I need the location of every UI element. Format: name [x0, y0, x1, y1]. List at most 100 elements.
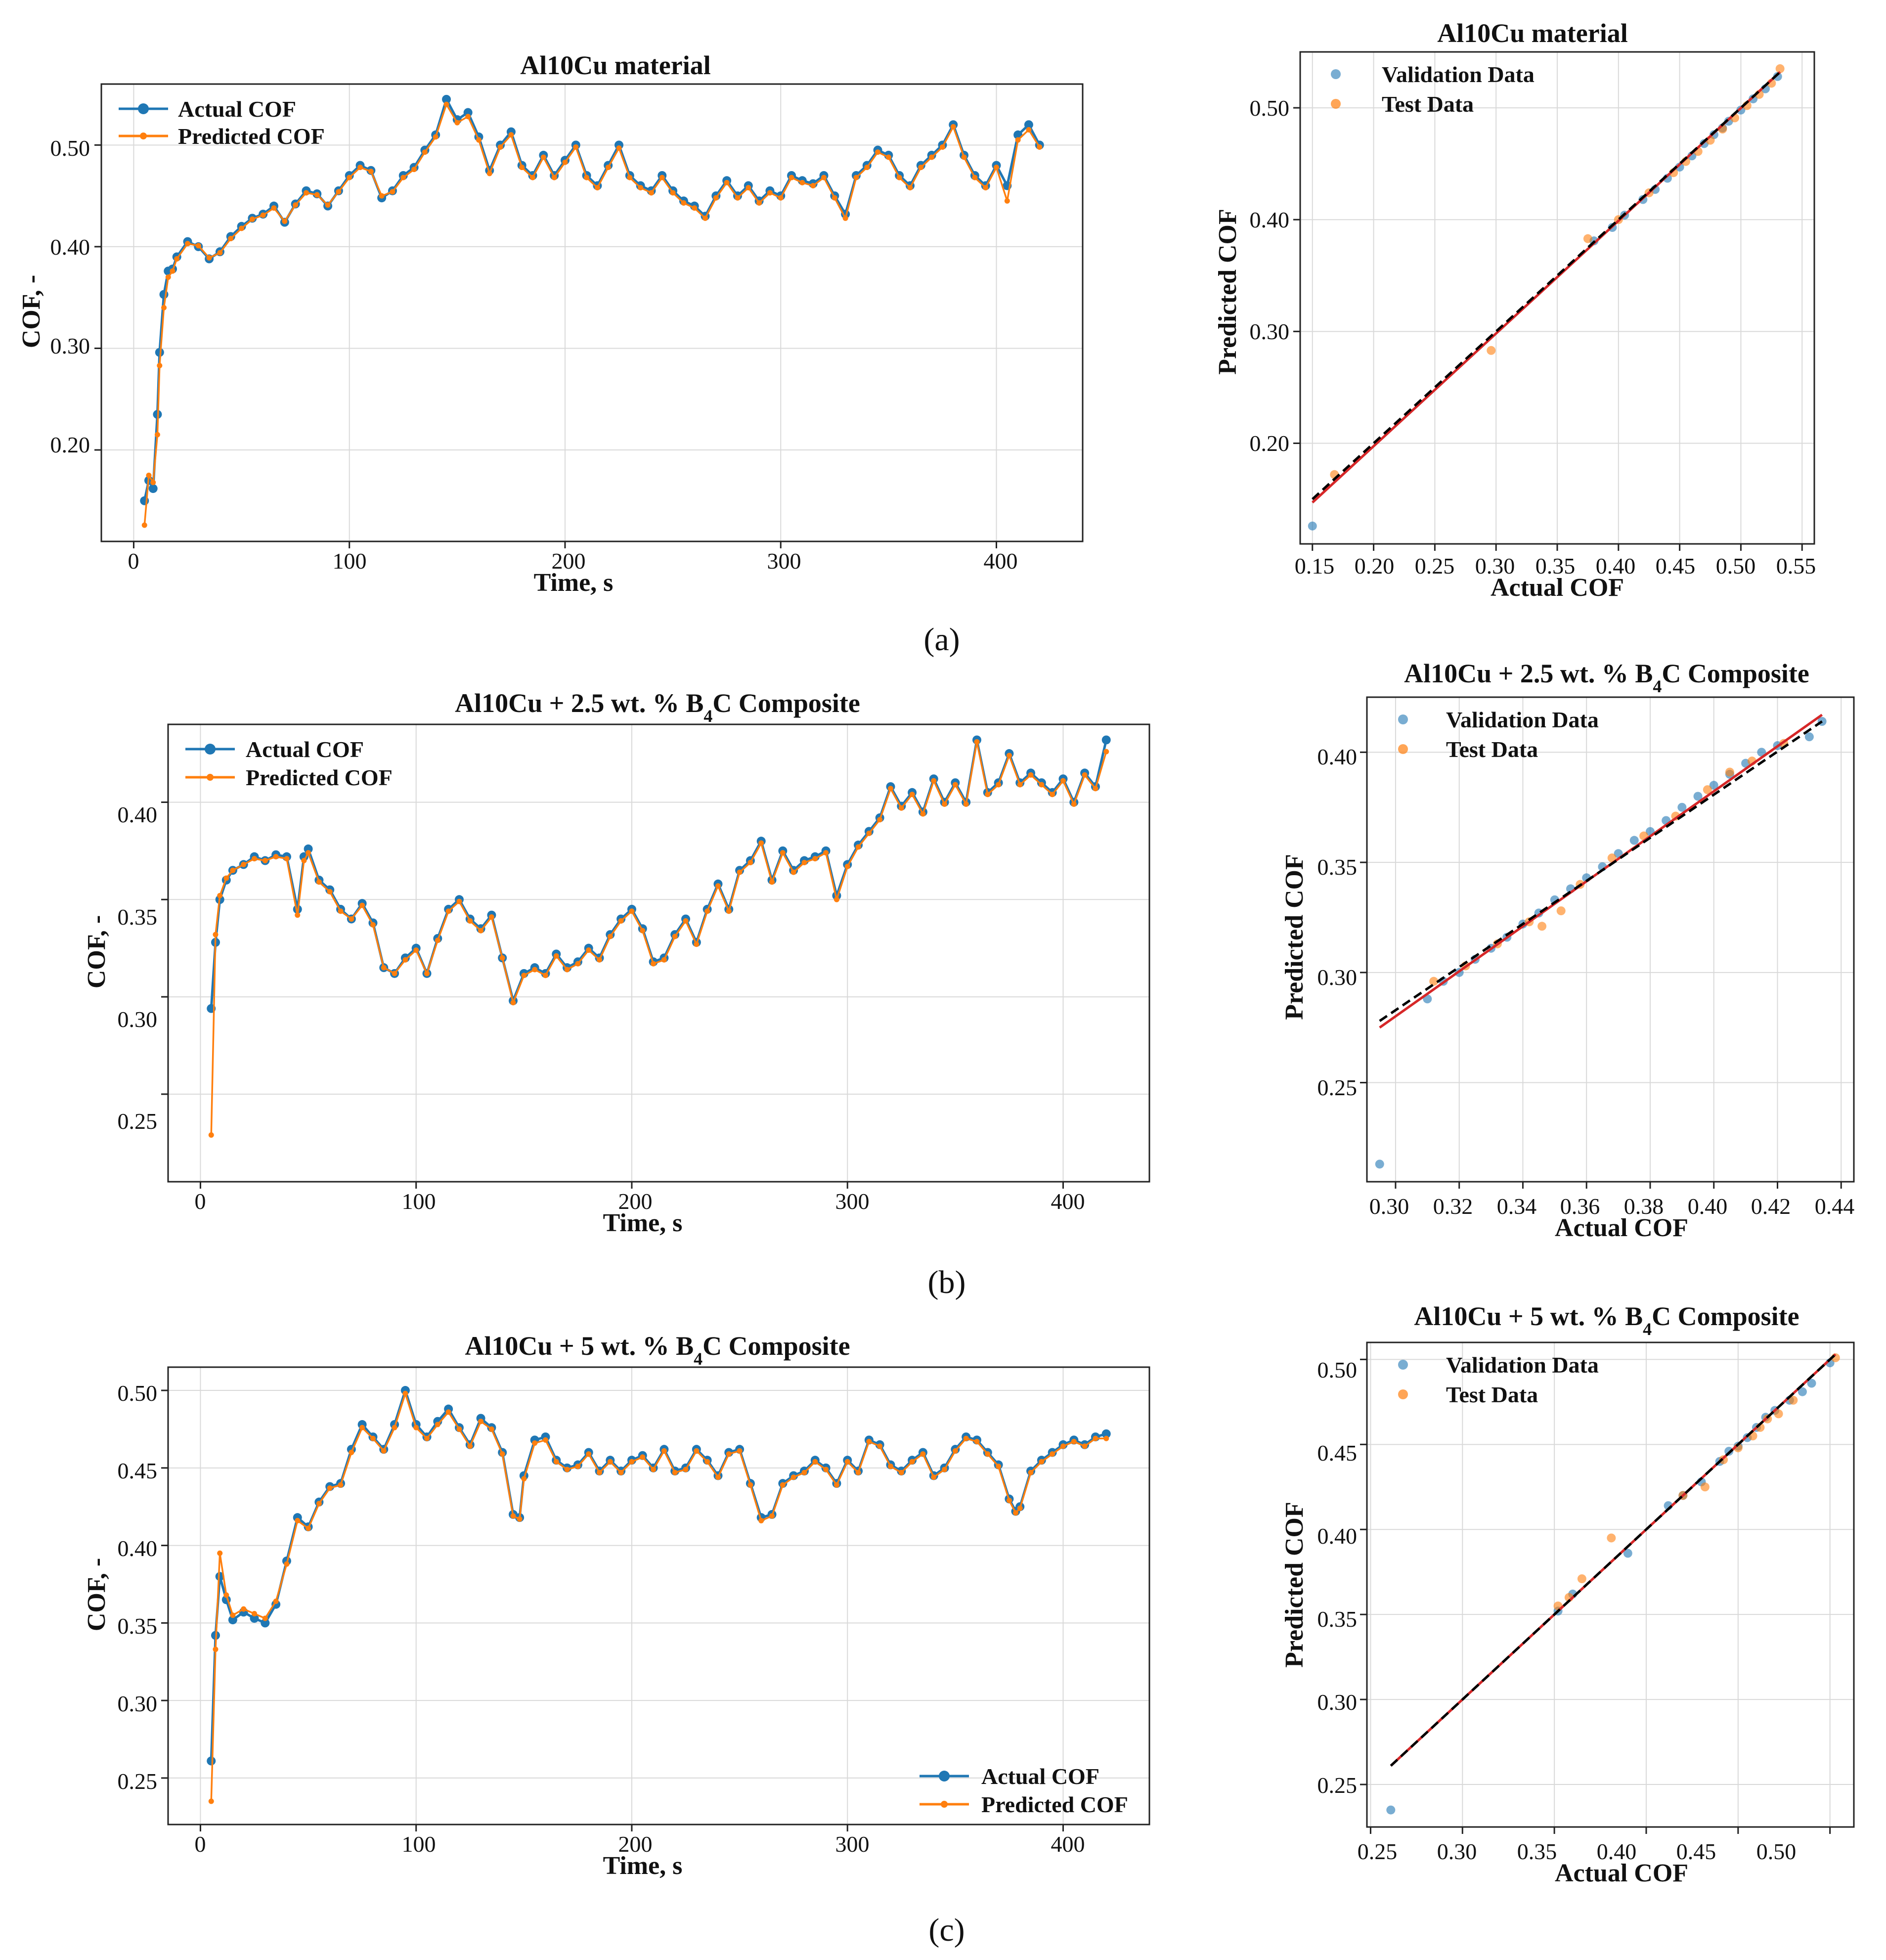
legend-scatter-a: Validation Data Test Data	[1331, 62, 1535, 117]
predicted-cof-point	[985, 1451, 991, 1457]
predicted-cof-point	[370, 922, 376, 928]
y-tick-label: 0.40	[118, 802, 158, 827]
predicted-cof-point	[217, 250, 223, 256]
predicted-cof-point	[607, 1459, 613, 1465]
line-plot-area-c	[167, 1366, 1150, 1826]
legend-scatter-c: Validation Data Test Data	[1398, 1352, 1599, 1407]
scatter-ticks-a: 0.15 0.20 0.25 0.30 0.35 0.40 0.45 0.50 …	[1250, 95, 1816, 579]
legend-label-test: Test Data	[1446, 1382, 1538, 1407]
predicted-cof-point	[295, 912, 301, 918]
predicted-cof-point	[866, 1439, 872, 1445]
scatter-grid-b	[1367, 697, 1854, 1182]
x-tick-label: 100	[402, 1189, 436, 1214]
predicted-cof-point	[996, 1464, 1002, 1470]
predicted-cof-point	[638, 185, 644, 191]
predicted-cof-point	[692, 205, 698, 211]
x-tick-label: 200	[618, 1831, 653, 1857]
predicted-cof-point	[586, 947, 592, 953]
predicted-cof-point	[996, 782, 1002, 788]
x-tick-label: 100	[402, 1831, 436, 1857]
ideal-line	[1379, 720, 1823, 1022]
validation-data-point	[1773, 72, 1782, 81]
caption-b: (b)	[928, 1264, 966, 1300]
predicted-cof-point	[435, 937, 440, 943]
title-main: Al10Cu + 5 wt. % B	[1414, 1301, 1643, 1331]
legend-line-b: Actual COF Predicted COF	[185, 737, 393, 790]
y-axis-label-c: COF, -	[83, 1558, 111, 1631]
scatter-ticks-c: 0.25 0.30 0.35 0.40 0.45 0.50 0.25 0.30 …	[1317, 1357, 1831, 1864]
predicted-cof-point	[972, 175, 978, 180]
predicted-cof-point	[974, 1439, 980, 1445]
predicted-cof-point	[223, 875, 229, 881]
x-tick-label: 0.35	[1517, 1839, 1557, 1864]
y-tick-label: 0.25	[118, 1769, 158, 1794]
predicted-cof-point	[422, 149, 428, 155]
y-tick-label: 0.30	[1250, 319, 1290, 344]
y-tick-label: 0.50	[1250, 95, 1290, 121]
fit-line	[1312, 71, 1781, 504]
predicted-cof-point	[195, 243, 201, 249]
predicted-cof-point	[875, 149, 881, 155]
scatter-plot-area-b	[1366, 696, 1855, 1183]
line-ticks-b: 0 100 200 300 400 0.25 0.30 0.35 0.40	[118, 801, 1085, 1214]
predicted-cof-point	[540, 154, 546, 160]
scatter-series-c	[1386, 1353, 1840, 1815]
legend-marker-predicted	[941, 1801, 948, 1808]
predicted-cof-point	[465, 114, 471, 120]
predicted-cof-point	[174, 256, 180, 262]
legend-label-test: Test Data	[1382, 91, 1474, 117]
predicted-cof-point	[443, 101, 449, 107]
x-axis-label-scatter-c: Actual COF	[1555, 1859, 1688, 1887]
predicted-cof-point	[670, 190, 676, 196]
y-tick-label: 0.50	[118, 1381, 158, 1406]
predicted-cof-point	[769, 1513, 775, 1519]
predicted-cof-point	[823, 1467, 829, 1472]
legend-marker-validation	[1398, 1360, 1408, 1370]
predicted-cof-point	[392, 1425, 397, 1430]
predicted-cof-point	[737, 869, 743, 875]
line-chart-c: Al10Cu + 5 wt. % B4C Composite 0 100 200…	[83, 1331, 1150, 1880]
predicted-cof-point	[532, 967, 538, 973]
predicted-cof-point	[217, 1550, 223, 1556]
y-tick-label: 0.35	[118, 1613, 158, 1639]
title-tail: C Composite	[1652, 1301, 1799, 1331]
predicted-cof-point	[704, 908, 710, 914]
predicted-cof-point	[146, 472, 152, 478]
predicted-cof-point	[575, 961, 581, 967]
legend-marker-test	[1398, 1389, 1408, 1399]
x-tick-label: 0	[195, 1189, 206, 1214]
x-tick-label: 0.45	[1656, 553, 1696, 579]
predicted-cof-point	[476, 137, 482, 143]
predicted-cof-point	[359, 902, 365, 908]
predicted-cof-point	[510, 1513, 516, 1519]
caption-c: (c)	[928, 1912, 965, 1948]
predicted-cof-point	[801, 859, 807, 865]
x-axis-label-c: Time, s	[603, 1852, 683, 1880]
predicted-cof-point	[402, 1390, 408, 1396]
predicted-cof-point	[1039, 782, 1045, 788]
legend-label-actual: Actual COF	[246, 737, 364, 762]
line-title-c: Al10Cu + 5 wt. % B4C Composite	[465, 1331, 850, 1369]
predicted-cof-point	[517, 1516, 523, 1522]
predicted-cof-point	[627, 175, 633, 180]
y-axis-label-a: COF, -	[17, 275, 45, 348]
test-data-point	[1577, 1574, 1586, 1583]
predicted-cof-point	[349, 1449, 354, 1455]
predicted-cof-point	[1060, 1443, 1066, 1449]
predicted-cof-point	[767, 190, 773, 196]
predicted-cof-point	[694, 1448, 700, 1454]
predicted-cof-point	[282, 219, 288, 224]
predicted-cof-point	[573, 144, 579, 150]
predicted-cof-point	[726, 908, 732, 914]
predicted-cof-point	[262, 858, 268, 864]
legend-label-validation: Validation Data	[1446, 707, 1599, 732]
y-tick-label: 0.45	[1317, 1440, 1358, 1466]
predicted-cof-point	[769, 879, 775, 885]
x-tick-label: 0.45	[1676, 1839, 1716, 1864]
predicted-cof-point	[833, 896, 839, 902]
actual-cof-point	[148, 484, 158, 493]
predicted-cof-point	[424, 1435, 430, 1441]
validation-data-point	[1386, 1805, 1396, 1815]
predicted-cof-point	[1082, 1443, 1088, 1449]
predicted-cof-point	[823, 850, 829, 856]
